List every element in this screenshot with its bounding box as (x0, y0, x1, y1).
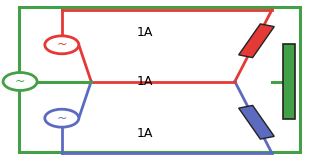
Bar (19, 7, 300, 152)
Polygon shape (239, 24, 274, 58)
Polygon shape (239, 105, 274, 139)
Circle shape (45, 109, 79, 127)
Text: ~: ~ (15, 75, 25, 88)
Circle shape (45, 36, 79, 54)
Bar (283, 44, 295, 119)
Text: 1A: 1A (137, 127, 153, 140)
Text: ~: ~ (57, 38, 67, 51)
Text: 1A: 1A (137, 75, 153, 88)
Text: 1A: 1A (137, 26, 153, 39)
Text: ~: ~ (57, 112, 67, 125)
Circle shape (3, 73, 37, 90)
